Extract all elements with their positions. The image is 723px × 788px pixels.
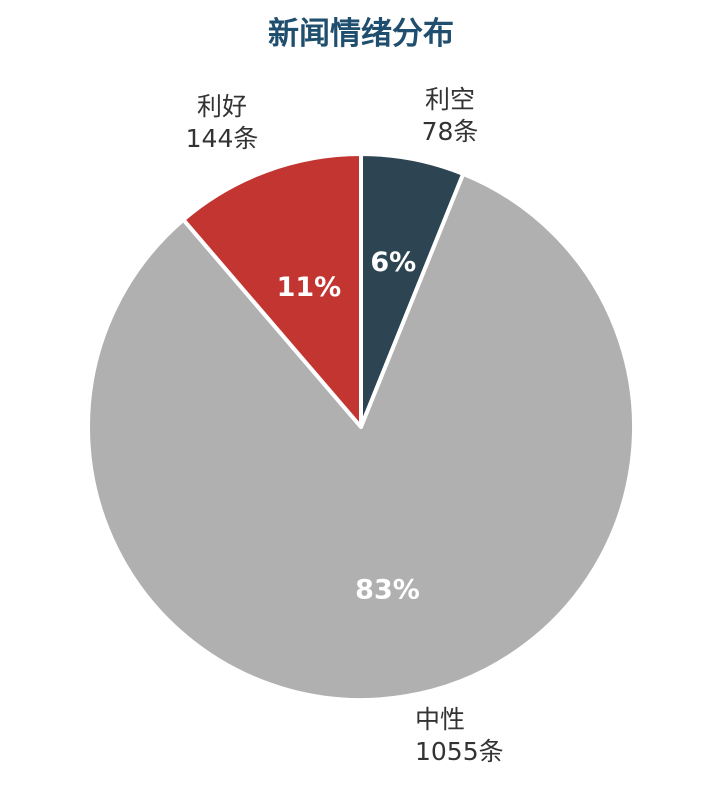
pie-slice-3 xyxy=(181,152,363,429)
slice-percent-label: 83% xyxy=(355,575,420,606)
slice-percent-label: 6% xyxy=(370,247,416,278)
slice-name: 中性 xyxy=(415,705,465,734)
slice-category-label: 利空 78条 xyxy=(422,85,479,146)
percent-labels: 6% 83% 11% xyxy=(277,247,420,606)
slice-category-label: 中性 1055条 xyxy=(415,705,504,766)
chart-title: 新闻情绪分布 xyxy=(268,16,454,52)
slice-percent-label: 11% xyxy=(277,272,342,303)
pie-slices xyxy=(86,152,636,702)
slice-name: 利空 xyxy=(425,85,475,114)
slice-count: 78条 xyxy=(422,117,479,146)
pie-slice-2 xyxy=(86,171,636,702)
slice-count: 1055条 xyxy=(415,737,504,766)
slice-name: 利好 xyxy=(197,92,247,121)
slice-category-label: 利好 144条 xyxy=(186,92,259,153)
slice-count: 144条 xyxy=(186,124,259,153)
